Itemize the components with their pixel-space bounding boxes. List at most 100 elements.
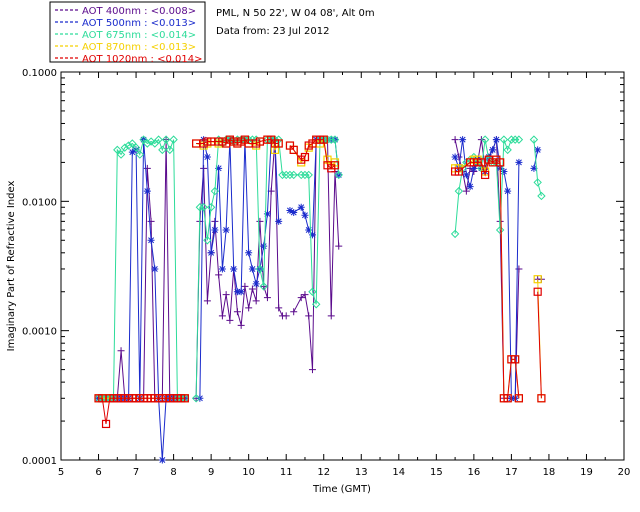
x-tick-label: 20 (618, 467, 631, 478)
data-point (533, 178, 542, 187)
legend-label: AOT 675nm : <0.014> (82, 30, 196, 41)
data-point (286, 206, 294, 214)
data-point (252, 280, 260, 288)
data-point (335, 171, 343, 179)
date-info: Data from: 23 Jul 2012 (216, 26, 329, 37)
legend-label: AOT 500nm : <0.013> (82, 18, 196, 29)
series-line (537, 291, 542, 399)
data-point (462, 171, 470, 179)
x-tick-label: 15 (430, 467, 443, 478)
axis-ticks: 5 6 7 8 9 10 11 12 13 14 15 16 17 18 19 20 0.0001 0.0010 0… (22, 68, 630, 478)
data-point (199, 203, 208, 212)
data-point (537, 394, 546, 403)
data-point (334, 170, 343, 180)
data-point (211, 226, 219, 234)
data-point (300, 152, 310, 162)
data-point (180, 394, 189, 403)
data-point (285, 170, 295, 180)
x-tick-label: 8 (170, 467, 176, 478)
data-point (504, 187, 512, 195)
data-point (510, 135, 520, 144)
legend-box (49, 1, 206, 63)
data-point (335, 242, 343, 250)
x-tick-label: 6 (95, 467, 101, 478)
plot-area (94, 135, 546, 464)
data-point (230, 265, 238, 273)
data-point (147, 236, 155, 244)
data-point (308, 287, 317, 296)
data-point (300, 170, 310, 180)
data-point (101, 419, 111, 429)
legend-label: AOT 1020nm : <0.014> (82, 54, 202, 65)
data-point (146, 137, 156, 146)
data-point (275, 217, 283, 225)
data-point (222, 291, 230, 299)
legend-label: AOT 400nm : <0.008> (82, 6, 196, 17)
data-point (154, 135, 163, 144)
data-point (116, 150, 126, 159)
data-point (530, 164, 538, 172)
data-point (308, 231, 316, 239)
data-point (158, 456, 166, 464)
data-point (218, 312, 226, 320)
data-point (282, 312, 290, 320)
series-0 (95, 136, 545, 402)
data-point (312, 300, 321, 309)
data-point (117, 347, 125, 355)
legend-label: AOT 870nm : <0.013> (82, 42, 196, 53)
data-point (290, 208, 298, 216)
series-line (98, 139, 185, 461)
data-point (515, 158, 523, 166)
data-point (215, 271, 223, 279)
x-tick-label: 16 (467, 467, 480, 478)
data-point (503, 145, 512, 155)
data-point (248, 285, 256, 293)
data-point (492, 136, 500, 144)
data-point (281, 170, 291, 180)
data-point (143, 164, 151, 172)
data-point (454, 167, 463, 176)
data-point (195, 203, 205, 212)
data-point (533, 287, 542, 296)
data-point (451, 153, 459, 161)
series-4 (94, 135, 546, 429)
data-point (454, 186, 464, 196)
y-tick-label: 0.1000 (22, 68, 57, 79)
data-point (289, 145, 298, 154)
x-tick-label: 12 (317, 467, 330, 478)
x-tick-label: 19 (580, 467, 593, 478)
data-point (503, 394, 512, 403)
data-point (128, 139, 137, 148)
y-tick-label: 0.0001 (22, 456, 57, 467)
data-point (529, 135, 539, 144)
data-point (113, 145, 122, 155)
data-point (131, 143, 141, 152)
data-point (191, 394, 201, 403)
x-tick-label: 17 (505, 467, 518, 478)
data-point (203, 297, 211, 305)
data-point (245, 304, 253, 312)
data-point (263, 210, 271, 218)
data-point (304, 170, 313, 180)
data-point (499, 135, 509, 144)
series-line (533, 139, 542, 197)
data-point (120, 143, 130, 152)
data-point (305, 312, 313, 320)
station-info: PML, N 50 22', W 04 08', Alt 0m (216, 8, 375, 19)
data-point (327, 312, 335, 320)
data-point (515, 265, 523, 273)
data-point (143, 187, 151, 195)
data-point (496, 158, 505, 167)
x-tick-label: 9 (208, 467, 214, 478)
data-point (301, 211, 309, 219)
data-point (203, 236, 212, 245)
data-point (275, 304, 283, 312)
series-line (195, 139, 287, 399)
data-point (514, 135, 524, 144)
data-point (274, 139, 283, 148)
data-point (297, 294, 305, 302)
data-point (489, 146, 497, 154)
data-point (248, 265, 256, 273)
data-point (500, 168, 508, 176)
data-point (215, 164, 223, 172)
